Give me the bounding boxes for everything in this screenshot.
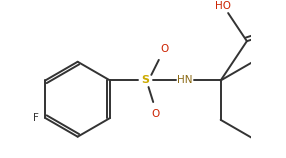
Text: O: O: [151, 109, 159, 119]
Text: O: O: [285, 23, 286, 33]
Text: O: O: [160, 44, 168, 54]
Text: S: S: [142, 76, 150, 85]
Text: HO: HO: [214, 1, 231, 12]
Text: F: F: [33, 113, 39, 123]
Text: HN: HN: [177, 76, 193, 85]
